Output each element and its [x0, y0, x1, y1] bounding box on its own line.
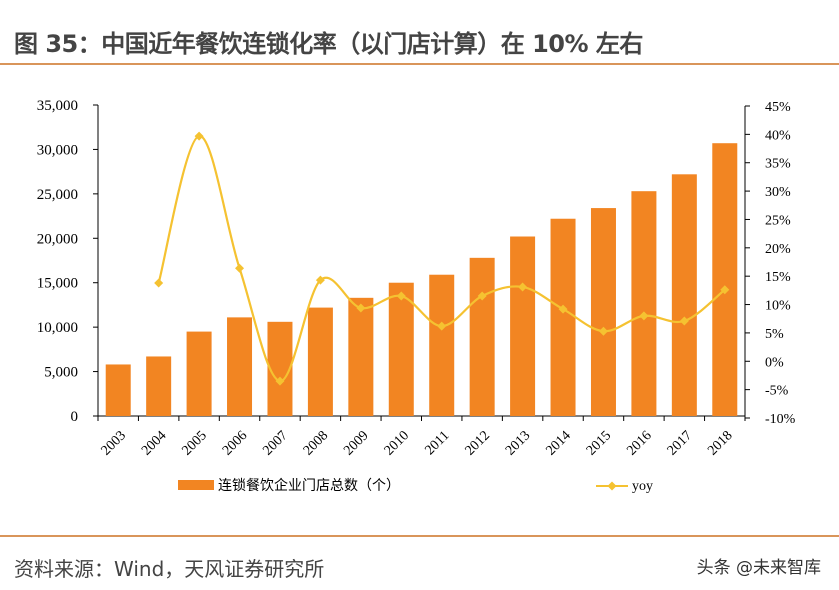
x-tick-label: 2015 — [584, 428, 614, 458]
bar-2004 — [146, 356, 172, 416]
yoy-point-2005 — [194, 131, 204, 141]
yoy-point-2016 — [639, 311, 649, 321]
bottom-divider — [0, 535, 839, 537]
bar-2011 — [429, 274, 455, 416]
yoy-point-2004 — [154, 278, 164, 288]
x-tick-label: 2018 — [705, 428, 735, 458]
top-divider — [0, 63, 839, 65]
right-tick-label: 35% — [765, 157, 791, 172]
x-tick-label: 2004 — [139, 428, 169, 458]
yoy-point-2011 — [437, 321, 447, 331]
bar-2008 — [307, 307, 333, 416]
bar-2006 — [227, 317, 253, 416]
x-tick-label: 2013 — [503, 428, 533, 458]
x-tick-label: 2007 — [260, 428, 290, 458]
bar-2010 — [388, 282, 414, 416]
left-tick-label: 30,000 — [37, 142, 78, 158]
bar-2018 — [712, 143, 738, 417]
yoy-point-2007 — [275, 376, 285, 386]
right-tick-label: -10% — [765, 412, 796, 427]
bar-2014 — [550, 218, 576, 416]
left-tick-label: 25,000 — [37, 187, 78, 203]
bar-2003 — [105, 364, 131, 416]
bar-2005 — [186, 331, 212, 416]
legend-bar-label: 连锁餐饮企业门店总数（个） — [218, 477, 400, 494]
yoy-point-2009 — [356, 303, 366, 313]
right-tick-label: 20% — [765, 242, 791, 257]
left-tick-label: 0 — [71, 409, 79, 425]
bar-2007 — [267, 321, 293, 416]
right-tick-label: 40% — [765, 128, 791, 143]
yoy-point-2017 — [679, 316, 689, 326]
x-tick-label: 2016 — [624, 428, 654, 458]
bar-2012 — [469, 257, 495, 416]
yoy-point-2014 — [558, 304, 568, 314]
right-tick-label: 0% — [765, 355, 784, 370]
watermark: 头条 @未来智库 — [696, 558, 821, 578]
bar-2016 — [631, 191, 657, 416]
x-tick-label: 2003 — [99, 428, 129, 458]
left-tick-label: 35,000 — [37, 98, 78, 114]
bar-2015 — [590, 208, 616, 416]
x-tick-label: 2010 — [382, 428, 412, 458]
x-tick-label: 2005 — [180, 428, 210, 458]
left-tick-label: 10,000 — [37, 320, 78, 336]
x-tick-label: 2009 — [341, 428, 371, 458]
right-tick-label: 15% — [765, 270, 791, 285]
right-tick-label: -5% — [765, 384, 789, 399]
right-tick-label: 45% — [765, 100, 791, 115]
bar-2017 — [671, 174, 697, 416]
x-tick-label: 2011 — [423, 428, 453, 458]
bar-2013 — [510, 236, 536, 416]
legend-bar-swatch — [178, 480, 214, 490]
left-tick-label: 15,000 — [37, 276, 78, 292]
left-tick-label: 5,000 — [44, 365, 78, 381]
yoy-point-2006 — [235, 263, 245, 273]
right-tick-label: 25% — [765, 213, 791, 228]
yoy-point-2013 — [518, 282, 528, 292]
right-tick-label: 10% — [765, 299, 791, 314]
right-tick-label: 5% — [765, 327, 784, 342]
x-tick-label: 2014 — [543, 428, 573, 458]
left-tick-label: 20,000 — [37, 231, 78, 247]
yoy-point-2008 — [315, 275, 325, 285]
chart: 0 5,000 10,000 15,000 20,000 25,000 30,000 35,0… — [37, 98, 796, 494]
yoy-point-2010 — [396, 291, 406, 301]
x-tick-label: 2008 — [301, 428, 331, 458]
figure-title: 图 35：中国近年餐饮连锁化率（以门店计算）在 10% 左右 — [14, 30, 643, 58]
yoy-point-2018 — [720, 285, 730, 295]
yoy-point-2012 — [477, 291, 487, 301]
legend-line-marker — [607, 481, 617, 491]
legend-line-label: yoy — [632, 479, 653, 494]
bar-2009 — [348, 297, 374, 416]
x-tick-label: 2012 — [463, 428, 493, 458]
source-note: 资料来源：Wind，天风证券研究所 — [14, 557, 325, 581]
x-tick-label: 2017 — [665, 428, 695, 458]
right-tick-label: 30% — [765, 185, 791, 200]
x-tick-label: 2006 — [220, 428, 250, 458]
yoy-point-2015 — [598, 326, 608, 336]
